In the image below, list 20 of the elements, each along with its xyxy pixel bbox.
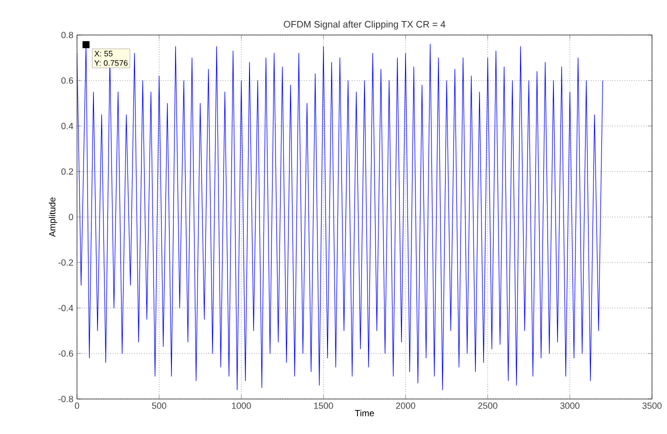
y-tick-label: 0.2 <box>61 168 74 175</box>
x-tick-label: 3000 <box>560 402 580 409</box>
x-tick-label: 2500 <box>478 402 498 409</box>
y-tick-label: -0.4 <box>58 304 74 312</box>
y-tick-label: -0.6 <box>58 350 74 357</box>
chart-title: OFDM Signal after Clipping TX CR = 4 <box>284 20 446 30</box>
x-tick-label: 500 <box>152 402 166 409</box>
x-axis-title: Time <box>354 410 374 416</box>
y-tick-label: -0.2 <box>58 259 74 266</box>
y-tick-label: 0 <box>68 214 74 220</box>
x-tick-label: 0 <box>74 402 80 409</box>
x-tick-label: 1500 <box>314 402 334 409</box>
y-tick-label: 0.8 <box>61 32 74 38</box>
y-tick-label: 0.6 <box>61 77 74 84</box>
x-tick-label: 2000 <box>396 402 416 409</box>
y-axis-title: Amplitude <box>48 197 58 237</box>
y-tick-label: 0.4 <box>61 122 74 130</box>
x-tick-label: 3500 <box>642 402 662 409</box>
y-tick-label: -0.8 <box>58 396 74 402</box>
x-tick-label: 1000 <box>232 402 251 409</box>
